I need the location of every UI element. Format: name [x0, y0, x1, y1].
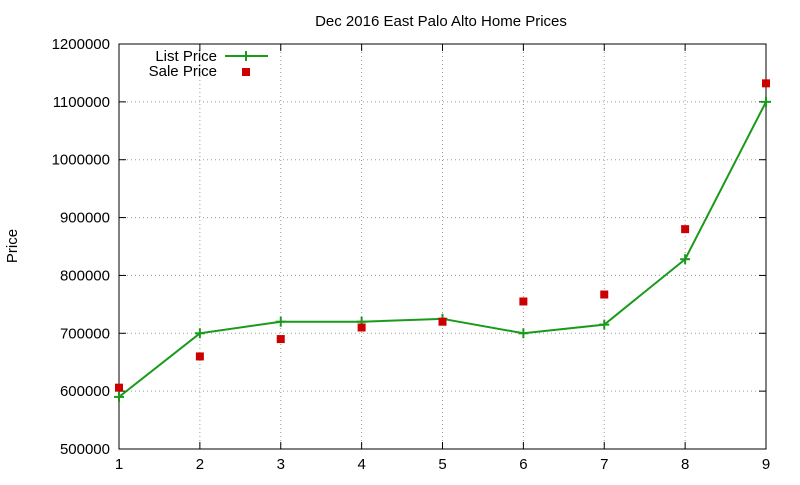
x-tick-label: 3: [277, 456, 285, 473]
y-tick-label: 1200000: [52, 36, 110, 53]
grid-layer: [119, 44, 766, 449]
y-tick-label: 800000: [60, 267, 110, 284]
y-tick-label: 1000000: [52, 152, 110, 169]
series-layer: [114, 79, 771, 402]
y-tick-label: 700000: [60, 325, 110, 342]
list-price-point: [518, 328, 529, 339]
x-tick-label: 1: [115, 456, 123, 473]
x-tick-label: 4: [357, 456, 365, 473]
legend-label-sale-price: Sale Price: [149, 63, 217, 80]
axes-layer: 1 2 3 4 5 6 7 8 9 500000 600000 700000 800000 900000 1…: [52, 36, 771, 473]
sale-price-point: [357, 323, 366, 332]
y-tick-label: 600000: [60, 383, 110, 400]
list-price-point: [761, 96, 771, 107]
sale-price-point: [762, 79, 770, 88]
y-tick-label: 1100000: [53, 94, 110, 111]
y-tick-label: 500000: [60, 441, 110, 458]
list-price-point: [275, 316, 286, 327]
sale-price-point: [681, 225, 690, 234]
x-tick-label: 5: [438, 456, 446, 473]
sale-price-point: [115, 383, 123, 392]
chart-title: Dec 2016 East Palo Alto Home Prices: [315, 13, 567, 30]
sale-price-point: [276, 335, 285, 344]
y-axis-label: Price: [4, 229, 21, 263]
list-price-point: [114, 391, 124, 402]
sale-price-point: [195, 352, 204, 361]
x-tick-label: 9: [762, 456, 770, 473]
sale-price-point: [438, 317, 447, 326]
list-price-point: [194, 328, 205, 339]
sale-price-point: [519, 297, 528, 306]
legend-label-list-price: List Price: [155, 48, 217, 65]
list-price-point: [599, 319, 610, 330]
x-tick-label: 8: [681, 456, 689, 473]
x-tick-label: 6: [519, 456, 527, 473]
legend-marker-sale-price: [242, 68, 250, 76]
sale-price-point: [600, 290, 609, 299]
x-tick-label: 2: [196, 456, 204, 473]
y-tick-label: 900000: [60, 210, 110, 227]
list-price-point: [680, 254, 691, 265]
x-tick-label: 7: [600, 456, 608, 473]
